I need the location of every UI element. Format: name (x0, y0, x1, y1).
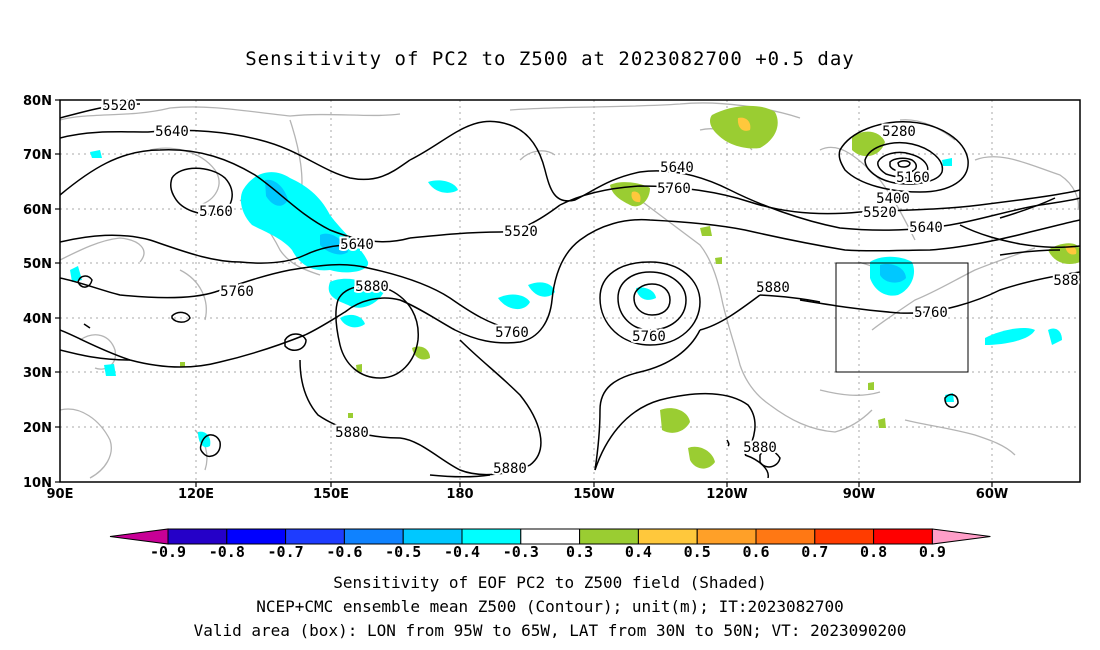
contour-label: 5520 (504, 224, 538, 240)
colorbar-cell (285, 528, 345, 545)
colorbar-label: 0.7 (801, 543, 828, 561)
contour-label: 5400 (876, 191, 910, 207)
colorbar-label: 0.5 (684, 543, 711, 561)
colorbar-label: 0.4 (625, 543, 652, 561)
footer-line-2: NCEP+CMC ensemble mean Z500 (Contour); u… (256, 597, 844, 616)
contour-label: 5760 (199, 204, 233, 220)
colorbar-label: -0.5 (385, 543, 421, 561)
colorbar-cell (167, 528, 228, 545)
contour-label: 5640 (340, 237, 374, 253)
lat-tick: 70N (23, 148, 52, 163)
colorbar-label: -0.7 (268, 543, 304, 561)
lon-tick: 150W (573, 487, 614, 502)
plot-frame (59, 99, 1081, 483)
footer-line-3: Valid area (box): LON from 95W to 65W, L… (193, 621, 907, 640)
z500-contours (60, 103, 1080, 479)
colorbar-label: 0.8 (860, 543, 887, 561)
contour-label: 5760 (220, 284, 254, 300)
lon-tick: 180 (446, 487, 473, 502)
colorbar-label: -0.4 (444, 543, 480, 561)
contour-label: 5760 (657, 181, 691, 197)
lat-tick-labels: 80N 70N 60N 50N 40N 30N 20N 10N (23, 94, 52, 491)
lat-tick: 30N (23, 366, 52, 381)
valid-area-box (835, 262, 969, 373)
colorbar-left-arrow (109, 528, 169, 545)
contour-label: 5520 (863, 205, 897, 221)
lat-ticks (55, 99, 60, 483)
colorbar: -0.9 -0.8 -0.7 -0.6 -0.5 -0.4 -0.3 0.3 0.4 0.5 0.6… (109, 528, 991, 561)
lat-tick: 80N (23, 94, 52, 109)
lon-tick: 120W (706, 487, 747, 502)
contour-label: 5520 (102, 98, 136, 114)
colorbar-label: -0.3 (503, 543, 539, 561)
colorbar-cell (814, 528, 875, 545)
colorbar-cell (755, 528, 816, 545)
colorbar-cell (343, 528, 404, 545)
lat-tick: 20N (23, 421, 52, 436)
colorbar-label: -0.8 (209, 543, 245, 561)
contour-label: 5640 (155, 124, 189, 140)
contour-label: 5880 (355, 279, 389, 295)
contour-label: 5760 (495, 325, 529, 341)
colorbar-label: -0.9 (150, 543, 186, 561)
contour-label: 5880 (743, 440, 777, 456)
colorbar-label: -0.6 (326, 543, 362, 561)
lon-tick-labels: 90E 120E 150E 180 150W 120W 90W 60W (47, 487, 1009, 502)
colorbar-label: 0.3 (566, 543, 593, 561)
graticule (60, 100, 1080, 482)
lat-tick: 10N (23, 476, 52, 491)
contour-label: 5640 (909, 220, 943, 236)
colorbar-label: 0.6 (742, 543, 769, 561)
colorbar-cell (579, 528, 639, 545)
contour-label: 5880 (493, 461, 527, 477)
lon-tick: 90W (843, 487, 875, 502)
contour-label: 5880 (335, 425, 369, 441)
contour-label: 5760 (632, 329, 666, 345)
lon-tick: 150E (313, 487, 349, 502)
lat-tick: 50N (23, 257, 52, 272)
colorbar-cell (461, 528, 522, 545)
map-title: Sensitivity of PC2 to Z500 at 2023082700… (245, 48, 855, 70)
colorbar-cell (520, 528, 581, 545)
coastlines (60, 102, 1080, 479)
contour-labels: 5520 5640 5760 5640 5880 5520 5640 5760 … (100, 96, 1081, 479)
contour-label: 5640 (660, 160, 694, 176)
lon-ticks (195, 482, 993, 487)
lat-tick: 40N (23, 312, 52, 327)
contour-label: 588 (1053, 273, 1078, 289)
contour-label: 5160 (896, 170, 930, 186)
contour-label: 5280 (882, 124, 916, 140)
colorbar-cell (226, 528, 287, 545)
lon-tick: 90E (47, 487, 74, 502)
lon-tick: 120E (178, 487, 214, 502)
contour-label: 5880 (756, 280, 790, 296)
contour-label: 5760 (914, 305, 948, 321)
colorbar-right-arrow (931, 528, 991, 545)
footer-line-1: Sensitivity of EOF PC2 to Z500 field (Sh… (333, 573, 767, 592)
colorbar-cell (873, 528, 933, 545)
colorbar-cell (637, 528, 698, 545)
colorbar-cell (696, 528, 757, 545)
colorbar-label: 0.9 (919, 543, 946, 561)
lon-tick: 60W (976, 487, 1008, 502)
colorbar-cell (402, 528, 463, 545)
lat-tick: 60N (23, 203, 52, 218)
